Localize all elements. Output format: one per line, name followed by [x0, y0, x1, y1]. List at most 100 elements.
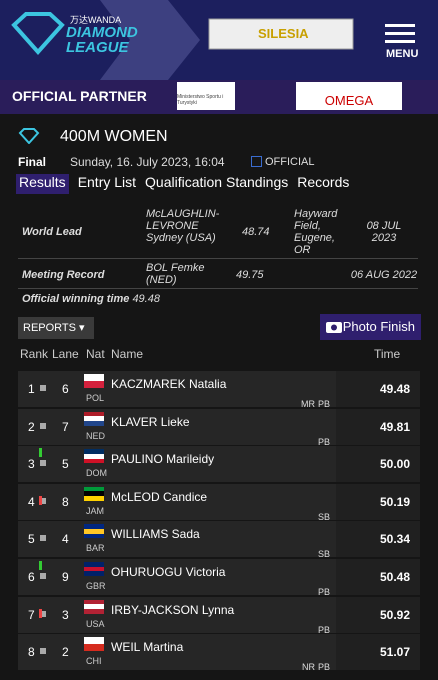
badges: PB [315, 582, 330, 600]
lane: 3 [62, 607, 69, 622]
reports-button[interactable]: REPORTS ▾ [18, 317, 94, 339]
record-venue: Hayward Field, Eugene, OR [294, 208, 338, 256]
flag-stripe [84, 608, 104, 614]
time-cell [336, 408, 420, 445]
record-mark: 48.74 [242, 226, 270, 238]
column-header: Rank [20, 347, 49, 361]
athlete-name[interactable]: WILLIAMS Sada [111, 527, 200, 542]
trend-down [39, 608, 42, 618]
lane: 4 [62, 532, 69, 547]
rank-marker [40, 422, 46, 429]
lane: 7 [62, 419, 69, 434]
menu[interactable]: MENU [386, 48, 419, 60]
rank: 3 [28, 457, 35, 472]
flag-stripe [84, 374, 104, 381]
result-row: 8 2 CHI WEIL Martina NR PB 51.07 [18, 634, 420, 673]
flag-stripe [84, 566, 104, 572]
time: 50.19 [379, 494, 410, 509]
winning-time: Official winning time 49.48 [22, 293, 160, 305]
tabs: Results Entry List Qualification Standings… [16, 174, 349, 194]
flag [84, 449, 104, 464]
badge: NR [301, 662, 315, 673]
rank: 2 [28, 419, 35, 434]
nat: POL [86, 393, 105, 403]
record-date: 08 JUL 2023 [366, 220, 402, 244]
flag-stripe [84, 420, 104, 426]
lane: 8 [62, 494, 69, 509]
athlete-name[interactable]: KACZMAREK Natalia [111, 377, 227, 391]
result-row: 5 4 BAR WILLIAMS Sada SB 50.34 [18, 521, 420, 560]
nat: NED [86, 430, 106, 441]
time-cell [336, 559, 420, 595]
flag [84, 486, 104, 501]
sponsor: SILESIA [258, 26, 309, 41]
column-header: Nat [86, 347, 105, 361]
nat: GBR [86, 581, 106, 591]
tab[interactable]: Records [297, 174, 350, 190]
tab[interactable]: Qualification Standings [145, 174, 289, 190]
time: 50.34 [379, 532, 410, 547]
photo-finish-label: Photo Finish [342, 319, 415, 334]
athlete-name[interactable]: PAULINO Marileidy [111, 452, 215, 467]
flag-stripe [84, 458, 104, 464]
trend-up [39, 448, 42, 458]
athlete-name[interactable]: McLEOD Candice [111, 489, 208, 504]
time: 49.48 [379, 382, 410, 396]
rank-marker [40, 648, 46, 655]
flag-stripe [84, 381, 104, 388]
lane: 9 [62, 570, 69, 584]
time-cell [336, 634, 420, 671]
event-icon [18, 128, 40, 144]
ministry: Ministerstwo Sportu i Turystyki [177, 82, 235, 110]
lane: 6 [62, 382, 69, 396]
winning-value: 49.48 [132, 293, 160, 305]
flag-stripe [84, 486, 104, 492]
official-box [251, 156, 262, 167]
status: OFFICIAL [265, 156, 315, 168]
record-row: World Lead McLAUGHLIN-LEVRONE Sydney (USA… [18, 206, 418, 259]
badge: SB [317, 549, 330, 560]
time: 49.81 [379, 419, 410, 434]
badges: PB [315, 620, 330, 638]
time: 50.92 [379, 607, 410, 622]
flag [84, 637, 104, 652]
result-row: 3 5 DOM PAULINO Marileidy 50.00 [18, 446, 420, 483]
tab[interactable]: Entry List [77, 174, 137, 190]
badge: MR [300, 399, 315, 409]
flag-stripe [84, 571, 104, 577]
flag-stripe [84, 604, 104, 609]
column-header: Lane [52, 347, 79, 361]
result-row: 7 3 USA IRBY-JACKSON Lynna PB 50.92 [18, 596, 420, 635]
flag-stripe [84, 524, 104, 530]
record-athlete: BOL Femke (NED) [146, 262, 205, 286]
record-mark: 49.75 [236, 269, 264, 281]
tab[interactable]: Results [16, 174, 69, 194]
athlete-name[interactable]: IRBY-JACKSON Lynna [111, 602, 235, 617]
rank: 5 [28, 532, 35, 547]
time-cell [336, 521, 420, 558]
column-header: Time [374, 347, 401, 361]
flag [84, 599, 104, 614]
badge: SB [317, 511, 330, 522]
record-athlete: McLAUGHLIN-LEVRONE Sydney (USA) [146, 208, 220, 244]
header: 万达WANDA DIAMOND LEAGUE SILESIA MENU [0, 0, 438, 80]
date: Sunday, 16. July 2023, 16:04 [70, 155, 225, 169]
round: Final [18, 155, 47, 169]
lane: 2 [62, 645, 69, 660]
flag-stripe [84, 644, 104, 652]
flag-stripe [84, 599, 104, 605]
badge: PB [317, 587, 330, 597]
athlete-name[interactable]: KLAVER Lieke [111, 414, 190, 429]
record-label: Meeting Record [22, 269, 105, 281]
rank-marker [40, 573, 46, 579]
flag-stripe [84, 453, 104, 459]
camera-icon [326, 322, 342, 333]
winning-label: Official winning time [22, 293, 130, 305]
reports-label: REPORTS [23, 322, 76, 334]
athlete-name[interactable]: WEIL Martina [111, 640, 184, 655]
athlete-name[interactable]: OHURUOGU Victoria [111, 565, 226, 579]
badges: SB [315, 507, 330, 525]
brand-top: 万达WANDA [70, 15, 122, 25]
time: 51.07 [379, 645, 410, 660]
